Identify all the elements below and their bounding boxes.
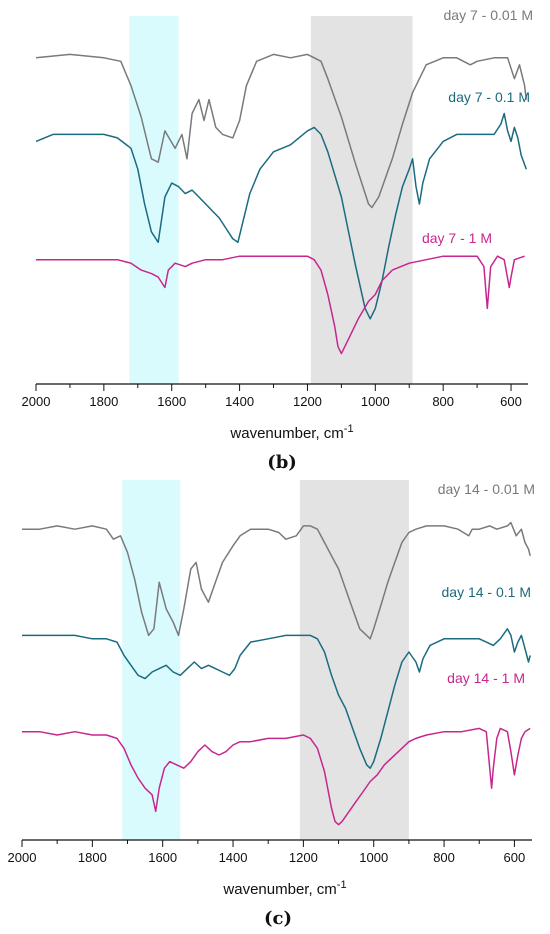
x-tick-label: 1200 [293,394,322,409]
x-axis-ticks: 2000 1800 1600 1400 1200 1000 800 600 [22,384,522,409]
series-label-gray: day 7 - 0.01 M [444,7,534,23]
series-line-teal [35,112,528,320]
x-tick-label: 800 [433,850,455,865]
shaded-regions [122,480,409,840]
chart-panel-c: 2000 1800 1600 1400 1200 1000 800 600 wavenumbe… [8,480,535,929]
panel-label-c: (c) [264,908,292,929]
x-tick-label: 1200 [289,850,318,865]
series-labels: day 7 - 0.01 M day 7 - 0.1 M day 7 - 1 M [422,7,533,246]
x-tick-label: 1600 [157,394,186,409]
x-axis-title: wavenumber, cm-1 [229,423,353,442]
series-label-teal: day 7 - 0.1 M [448,89,530,105]
x-axis-ticks: 2000 1800 1600 1400 1200 1000 800 600 [8,840,526,865]
series-line-magenta [22,727,531,826]
spectrum-lines [35,53,528,355]
shaded-region-gray [299,480,409,840]
chart-panel-b: 2000 1800 1600 1400 1200 1000 800 600 wavenumbe… [22,7,533,473]
series-line-teal [22,628,531,769]
x-axis-title: wavenumber, cm-1 [222,879,346,898]
x-tick-label: 1000 [361,394,390,409]
x-tick-label: 1000 [359,850,388,865]
x-tick-label: 600 [500,394,522,409]
series-labels: day 14 - 0.01 M day 14 - 0.1 M day 14 - 1 … [438,481,535,686]
series-line-magenta [36,255,525,355]
shaded-regions [129,16,413,384]
shaded-region-cyan [129,16,179,384]
x-tick-label: 1400 [225,394,254,409]
x-axis: 2000 1800 1600 1400 1200 1000 800 600 [22,383,528,409]
x-tick-label: 2000 [22,394,51,409]
x-axis: 2000 1800 1600 1400 1200 1000 800 600 [8,839,532,865]
x-tick-label: 2000 [8,850,37,865]
series-line-gray [35,53,528,209]
series-label-gray: day 14 - 0.01 M [438,481,535,497]
x-tick-label: 1800 [89,394,118,409]
x-tick-label: 600 [504,850,526,865]
shaded-region-gray [310,16,413,384]
series-label-magenta: day 14 - 1 M [447,670,525,686]
x-tick-label: 800 [432,394,454,409]
x-tick-label: 1800 [78,850,107,865]
shaded-region-cyan [122,480,181,840]
spectrum-lines [22,521,531,826]
series-line-gray [22,521,531,640]
panel-label-b: (b) [267,452,297,473]
x-tick-label: 1400 [219,850,248,865]
x-tick-label: 1600 [148,850,177,865]
series-label-teal: day 14 - 0.1 M [442,584,532,600]
series-label-magenta: day 7 - 1 M [422,230,492,246]
